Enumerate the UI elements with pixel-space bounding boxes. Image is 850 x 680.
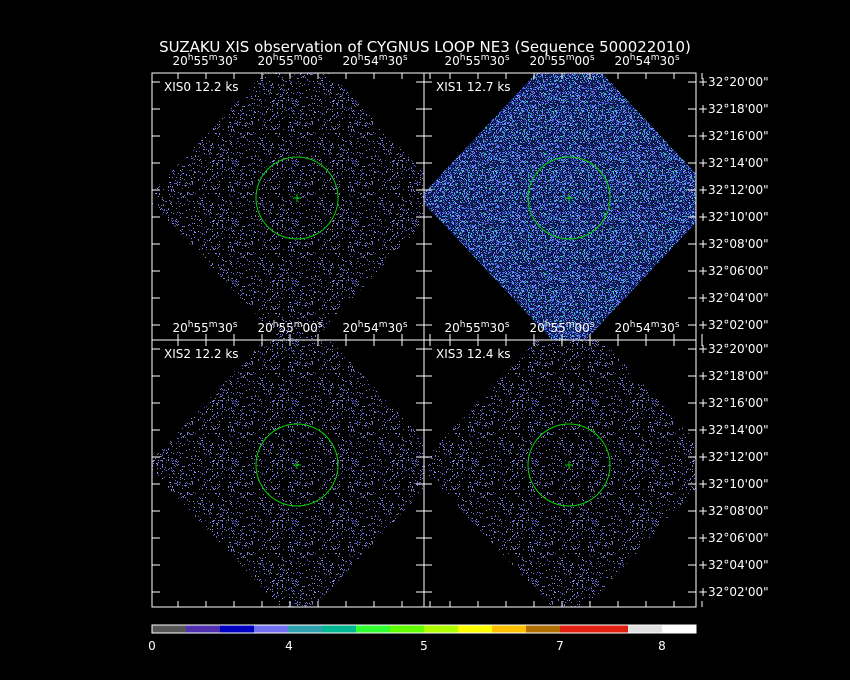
event-map [424,73,696,340]
ra-label: 20h55m30s [172,53,237,68]
source-center [565,194,573,202]
source-center [293,461,301,469]
ra-label: 20h55m00s [529,53,594,68]
image-panel [424,73,696,340]
dec-label: +32°06'00" [698,531,769,545]
dec-label: +32°14'00" [698,423,769,437]
panel-label: XIS1 12.7 ks [436,80,511,94]
dec-label: +32°12'00" [698,183,769,197]
colorbar-segment [662,625,696,633]
dec-label: +32°04'00" [698,291,769,305]
dec-label: +32°08'00" [698,504,769,518]
colorbar-segment [628,625,662,633]
dec-label: +32°04'00" [698,558,769,572]
dec-label: +32°16'00" [698,396,769,410]
event-map [152,340,424,607]
dec-label: +32°18'00" [698,102,769,116]
colorbar-segment [220,625,254,633]
image-panel [152,340,424,607]
panel-label: XIS0 12.2 ks [164,80,239,94]
colorbar-segment [458,625,492,633]
title: SUZAKU XIS observation of CYGNUS LOOP NE… [159,38,691,56]
source-center [293,194,301,202]
image-panel [152,73,424,340]
dec-label: +32°20'00" [698,342,769,356]
event-map [424,340,696,607]
colorbar-segment [254,625,288,633]
source-region [527,156,611,240]
ra-label: 20h54m30s [614,53,679,68]
ra-label: 20h54m30s [342,53,407,68]
colorbar-segment [186,625,220,633]
ra-label: 20h55m00s [529,320,594,335]
colorbar-segment [526,625,560,633]
source-region [255,156,339,240]
source-region [255,423,339,507]
colorbar-segment [560,625,594,633]
dec-label: +32°10'00" [698,210,769,224]
colorbar-segment [356,625,390,633]
colorbar-label: 5 [420,639,428,653]
dec-label: +32°02'00" [698,318,769,332]
colorbar-segment [152,625,186,633]
colorbar-label: 7 [556,639,564,653]
panel-label: XIS2 12.2 ks [164,347,239,361]
colorbar-segment [390,625,424,633]
ra-label: 20h55m30s [172,320,237,335]
dec-label: +32°12'00" [698,450,769,464]
dec-label: +32°16'00" [698,129,769,143]
dec-label: +32°06'00" [698,264,769,278]
colorbar-segment [288,625,322,633]
ra-label: 20h55m00s [257,320,322,335]
dec-label: +32°20'00" [698,75,769,89]
dec-label: +32°02'00" [698,585,769,599]
colorbar-segment [594,625,628,633]
dec-label: +32°18'00" [698,369,769,383]
source-region [527,423,611,507]
colorbar-segment [492,625,526,633]
ra-label: 20h55m30s [444,53,509,68]
ra-label: 20h54m30s [342,320,407,335]
colorbar-segment [322,625,356,633]
colorbar-label: 0 [148,639,156,653]
source-center [565,461,573,469]
dec-label: +32°14'00" [698,156,769,170]
dec-label: +32°10'00" [698,477,769,491]
ra-label: 20h55m00s [257,53,322,68]
colorbar-frame [151,624,697,634]
image-panel [424,340,696,607]
ra-label: 20h54m30s [614,320,679,335]
ra-label: 20h55m30s [444,320,509,335]
dec-label: +32°08'00" [698,237,769,251]
event-map [152,73,424,340]
colorbar-label: 8 [658,639,666,653]
panel-label: XIS3 12.4 ks [436,347,511,361]
panel-frame [423,339,697,608]
colorbar-label: 4 [285,639,293,653]
colorbar-segment [424,625,458,633]
